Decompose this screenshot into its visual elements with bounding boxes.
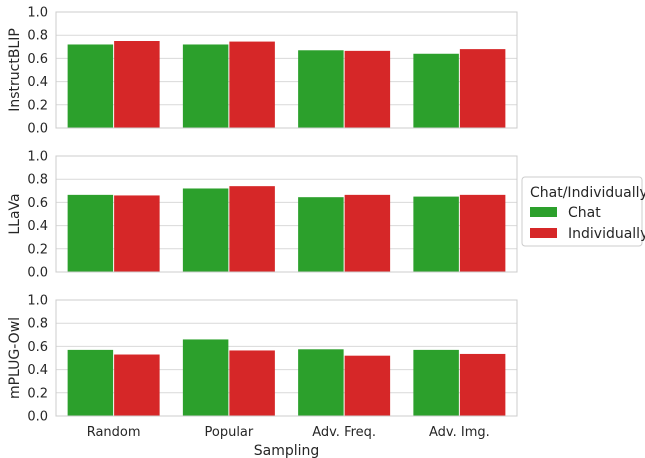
bar-instructblip-chat-adv-freq bbox=[298, 50, 344, 128]
bar-llava-chat-adv-freq bbox=[298, 197, 344, 272]
legend-label-chat: Chat bbox=[568, 205, 601, 221]
y-tick-label: 0.6 bbox=[27, 340, 48, 355]
legend-label-individually: Individually bbox=[568, 226, 645, 242]
y-tick-label: 0.4 bbox=[27, 219, 48, 234]
bar-llava-chat-popular bbox=[183, 188, 229, 272]
bar-instructblip-individually-popular bbox=[229, 42, 275, 128]
legend: Chat/Individually Chat Individually bbox=[522, 177, 645, 246]
panel-instructblip: 0.0 0.2 0.4 0.6 0.8 1.0 InstructBLIP bbox=[7, 6, 517, 137]
y-axis-label: LLaVa bbox=[7, 193, 23, 234]
legend-swatch-chat bbox=[530, 207, 557, 217]
bar-llava-individually-popular bbox=[229, 186, 275, 272]
y-tick-label: 0.8 bbox=[27, 29, 48, 44]
y-tick-label: 0.2 bbox=[27, 98, 48, 113]
bar-mplug-owl-individually-adv-img bbox=[460, 354, 506, 416]
bar-mplug-owl-individually-adv-freq bbox=[345, 356, 391, 416]
bar-mplug-owl-individually-random bbox=[114, 355, 160, 416]
bar-instructblip-individually-adv-freq bbox=[345, 51, 391, 128]
y-tick-label: 0.4 bbox=[27, 363, 48, 378]
x-tick-label-popular: Popular bbox=[205, 425, 254, 440]
y-tick-label: 0.0 bbox=[27, 410, 48, 425]
y-tick-label: 0.2 bbox=[27, 386, 48, 401]
bar-instructblip-chat-adv-img bbox=[413, 54, 459, 128]
bar-instructblip-individually-adv-img bbox=[460, 49, 506, 128]
legend-swatch-individually bbox=[530, 228, 557, 238]
bar-mplug-owl-individually-popular bbox=[229, 350, 275, 416]
y-tick-label: 0.6 bbox=[27, 196, 48, 211]
y-tick-label: 0.2 bbox=[27, 242, 48, 257]
y-tick-label: 1.0 bbox=[27, 150, 48, 165]
y-axis-label: InstructBLIP bbox=[7, 28, 23, 112]
x-tick-label-random: Random bbox=[87, 425, 141, 440]
bar-mplug-owl-chat-random bbox=[68, 350, 114, 416]
y-tick-label: 0.8 bbox=[27, 317, 48, 332]
bar-instructblip-chat-random bbox=[68, 44, 114, 128]
x-axis-label: Sampling bbox=[254, 443, 320, 458]
legend-title: Chat/Individually bbox=[530, 185, 645, 201]
y-axis-label: mPLUG-Owl bbox=[7, 317, 23, 399]
bar-llava-individually-adv-img bbox=[460, 195, 506, 272]
x-tick-label-adv-img: Adv. Img. bbox=[429, 425, 490, 440]
bar-instructblip-individually-random bbox=[114, 41, 160, 128]
panel-llava: 0.0 0.2 0.4 0.6 0.8 1.0 LLaVa bbox=[7, 150, 517, 281]
y-tick-label: 0.8 bbox=[27, 173, 48, 188]
bar-llava-individually-adv-freq bbox=[345, 195, 391, 272]
bar-llava-chat-adv-img bbox=[413, 197, 459, 272]
bar-mplug-owl-chat-popular bbox=[183, 339, 229, 416]
y-tick-label: 0.6 bbox=[27, 52, 48, 67]
y-tick-label: 0.0 bbox=[27, 266, 48, 281]
panel-mplug-owl: 0.0 0.2 0.4 0.6 0.8 1.0 mPLUG-Owl bbox=[7, 294, 517, 425]
bar-llava-chat-random bbox=[68, 195, 114, 272]
bar-mplug-owl-chat-adv-img bbox=[413, 350, 459, 416]
bar-instructblip-chat-popular bbox=[183, 44, 229, 128]
bar-llava-individually-random bbox=[114, 195, 160, 272]
y-tick-label: 0.4 bbox=[27, 75, 48, 90]
y-tick-label: 1.0 bbox=[27, 294, 48, 309]
y-tick-label: 0.0 bbox=[27, 122, 48, 137]
bar-mplug-owl-chat-adv-freq bbox=[298, 349, 344, 416]
x-tick-label-adv-freq: Adv. Freq. bbox=[312, 425, 376, 440]
y-tick-label: 1.0 bbox=[27, 6, 48, 21]
